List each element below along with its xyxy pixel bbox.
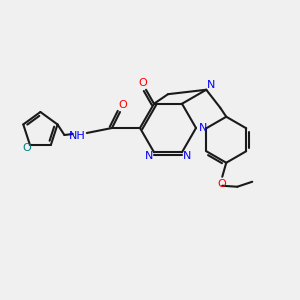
Text: N: N: [183, 151, 191, 161]
Text: O: O: [218, 179, 226, 189]
Text: N: N: [145, 151, 153, 161]
Text: O: O: [118, 100, 127, 110]
Text: O: O: [139, 78, 147, 88]
Text: O: O: [22, 142, 31, 153]
Text: NH: NH: [68, 131, 85, 141]
Text: N: N: [207, 80, 215, 90]
Text: N: N: [199, 123, 207, 133]
